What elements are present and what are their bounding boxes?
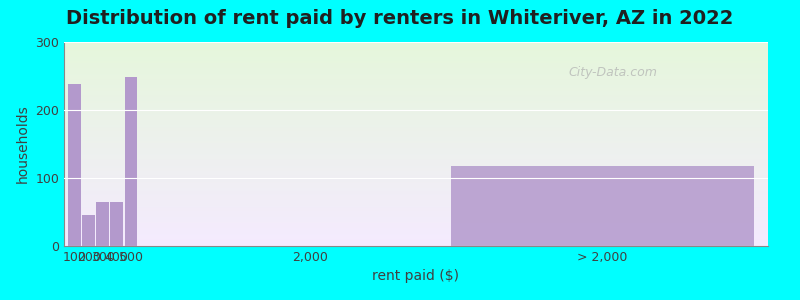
Y-axis label: households: households xyxy=(16,105,30,183)
Bar xyxy=(125,77,138,246)
Bar xyxy=(451,167,754,246)
Text: City-Data.com: City-Data.com xyxy=(569,66,658,79)
Bar xyxy=(68,84,81,246)
Text: Distribution of rent paid by renters in Whiteriver, AZ in 2022: Distribution of rent paid by renters in … xyxy=(66,9,734,28)
Bar xyxy=(96,202,109,246)
Bar xyxy=(110,202,123,246)
Bar xyxy=(82,215,95,246)
X-axis label: rent paid ($): rent paid ($) xyxy=(373,269,459,284)
